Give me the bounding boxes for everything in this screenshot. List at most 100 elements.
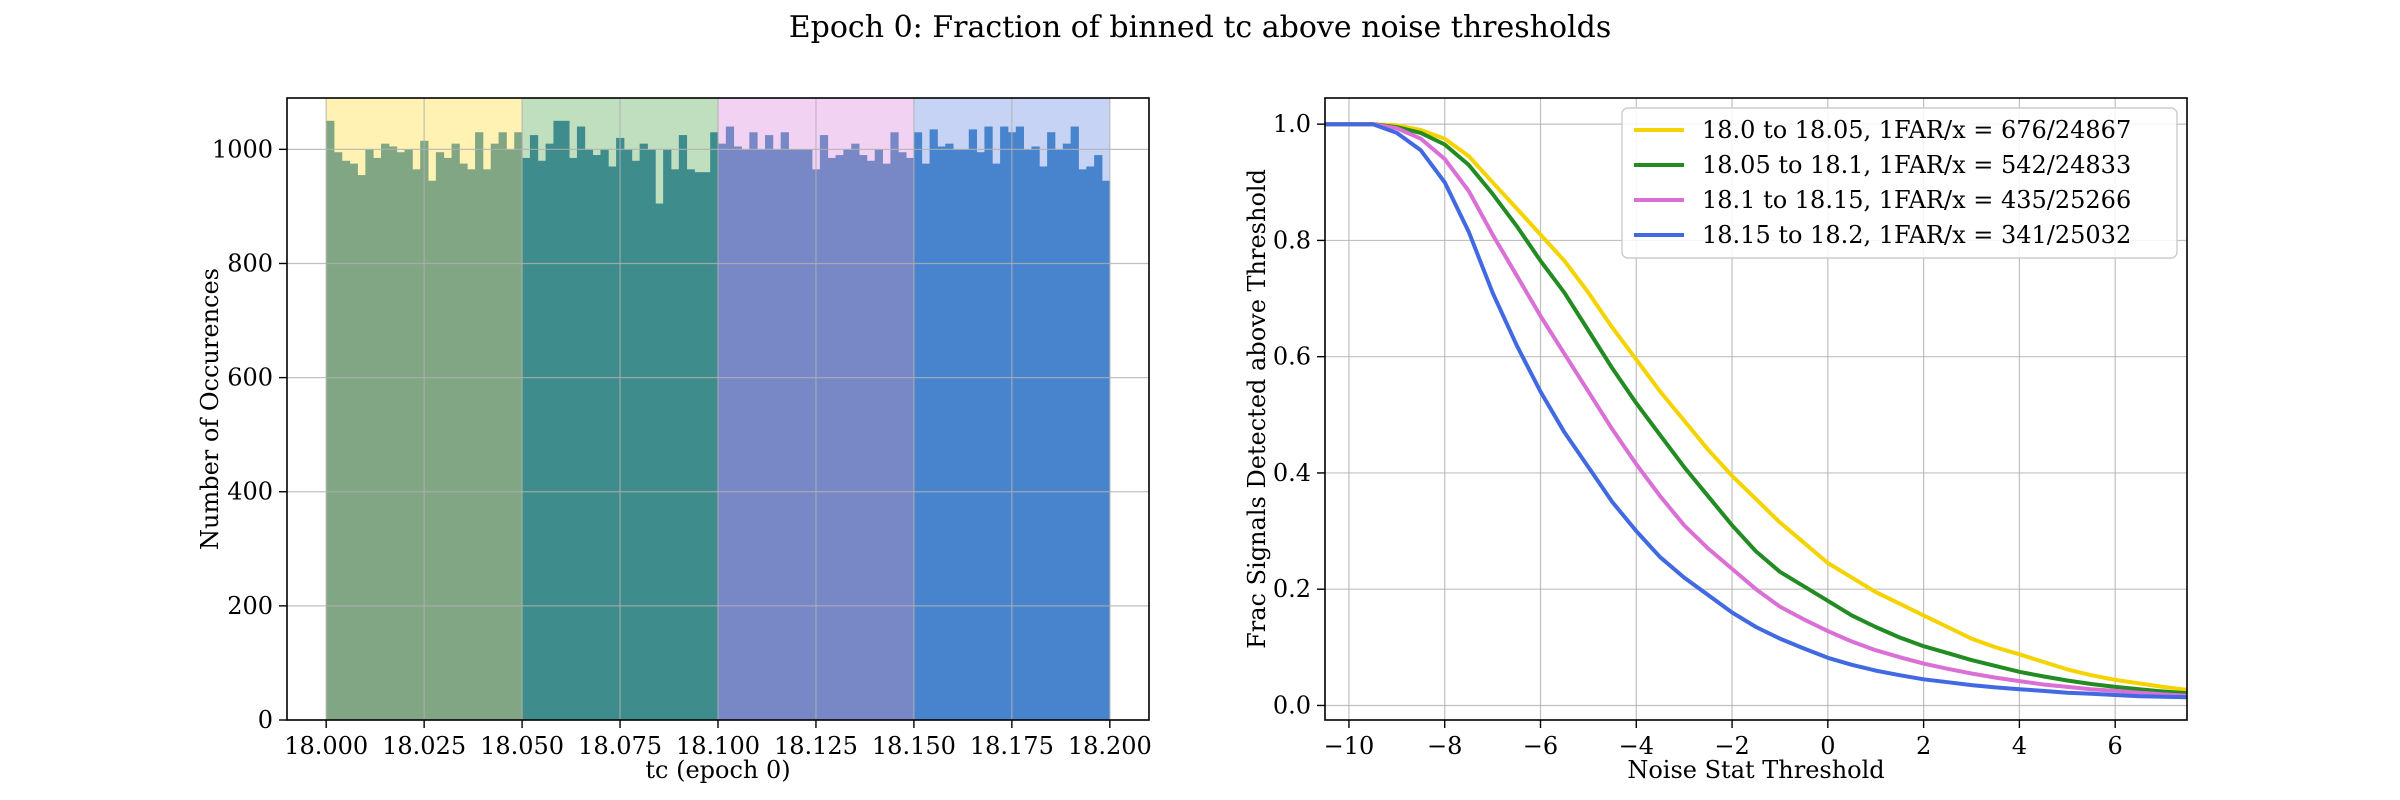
hist-bar [859, 155, 868, 721]
hist-bar [984, 126, 993, 721]
hist-bar [663, 149, 672, 721]
hist-bar [686, 169, 695, 721]
y-tick-label: 0.6 [1273, 343, 1311, 371]
hist-bar [561, 120, 570, 721]
hist-bar [843, 149, 852, 721]
hist-bar [796, 149, 805, 721]
hist-bar [1094, 155, 1103, 721]
y-tick-label: 0.4 [1273, 459, 1311, 487]
hist-bar [1054, 149, 1064, 721]
right-lines-group [1325, 122, 2188, 700]
hist-bar [529, 135, 539, 720]
hist-bar [576, 126, 586, 721]
x-tick-label: 18.075 [578, 732, 662, 760]
x-tick-label: 18.100 [676, 732, 760, 760]
hist-bar [741, 149, 750, 721]
hist-bar [1078, 169, 1087, 721]
hist-bar [710, 132, 719, 720]
hist-bar [1023, 149, 1032, 721]
hist-bar [906, 157, 915, 721]
y-tick-label: 1000 [212, 135, 273, 163]
hist-bar [670, 169, 680, 721]
hist-bar [921, 163, 930, 721]
page-title: Epoch 0: Fraction of binned tc above noi… [788, 10, 1612, 45]
series-line-2 [1325, 122, 2188, 698]
histogram-bars-group [326, 120, 1111, 721]
hist-bar [357, 175, 366, 721]
y-tick-label: 0 [258, 706, 273, 734]
y-tick-label: 200 [227, 592, 273, 620]
hist-bar [851, 143, 860, 721]
y-tick-label: 0.2 [1273, 575, 1311, 603]
y-tick-label: 800 [227, 249, 273, 277]
hist-bar [992, 163, 1001, 721]
hist-bar [365, 149, 374, 721]
hist-bar [1101, 180, 1111, 721]
x-tick-label: 18.050 [480, 732, 564, 760]
y-tick-label: 1.0 [1273, 110, 1311, 138]
hist-bar [428, 180, 437, 721]
hist-bar [341, 160, 351, 721]
hist-bar [537, 160, 546, 721]
hist-bar [835, 155, 844, 721]
hist-bar [819, 135, 829, 720]
series-line-1 [1325, 122, 2188, 696]
hist-bar [404, 149, 413, 721]
hist-bar [1015, 126, 1025, 721]
x-tick-label: 0 [1820, 732, 1835, 760]
hist-bar [1086, 166, 1095, 721]
x-tick-label: 18.025 [382, 732, 466, 760]
x-tick-label: −8 [1427, 732, 1462, 760]
legend: 18.0 to 18.05, 1FAR/x = 676/24867 18.05 t… [1621, 107, 2178, 259]
y-tick-label: 0.0 [1273, 691, 1311, 719]
hist-bar [718, 143, 727, 721]
right-ticks-group: −10 −8 −6 −4 −2 0 2 4 6 0.0 0.2 0.4 0.6 0.8 1.0 [1273, 110, 2123, 760]
x-tick-label: −2 [1714, 732, 1749, 760]
hist-bar [334, 152, 343, 721]
hist-bar [1062, 143, 1072, 721]
hist-bar [553, 120, 562, 721]
hist-bar [600, 149, 609, 721]
hist-bar [608, 166, 617, 721]
x-tick-label: 2 [1916, 732, 1931, 760]
hist-bar [514, 132, 523, 720]
hist-bar [459, 163, 468, 721]
hist-bar [545, 143, 554, 721]
hist-bar [498, 132, 507, 720]
hist-bar [890, 132, 899, 720]
x-tick-label: −6 [1523, 732, 1558, 760]
hist-bar [388, 146, 398, 721]
hist-bar [475, 132, 484, 720]
hist-bar [647, 149, 656, 721]
y-tick-label: 400 [227, 478, 273, 506]
hist-bar [1039, 166, 1048, 721]
hist-bar [976, 152, 985, 721]
hist-bar [396, 152, 405, 721]
hist-bar [1070, 126, 1079, 721]
hist-bar [874, 149, 883, 721]
hist-bar [569, 157, 578, 721]
hist-bar [522, 157, 531, 721]
left-y-axis-label: Number of Occurences [196, 268, 224, 550]
x-tick-label: 18.000 [284, 732, 368, 760]
hist-bar [1047, 132, 1056, 720]
hist-bar [913, 132, 923, 720]
y-tick-label: 0.8 [1273, 226, 1311, 254]
hist-bar [631, 160, 641, 721]
left-ticks-group: 18.000 18.025 18.050 18.075 18.100 18.125 18.1… [212, 135, 1152, 760]
hist-bar [788, 149, 797, 721]
right-y-axis-label: Frac Signals Detected above Threshold [1243, 169, 1271, 649]
legend-entry: 18.05 to 18.1, 1FAR/x = 542/24833 [1702, 151, 2131, 179]
hist-bar [467, 169, 476, 721]
hist-bar [780, 132, 789, 720]
hist-bar [702, 172, 711, 721]
hist-bar [882, 163, 891, 721]
x-tick-label: 18.150 [872, 732, 956, 760]
left-x-axis-label: tc (epoch 0) [645, 756, 790, 784]
hist-bar [725, 126, 735, 721]
hist-bar [968, 129, 977, 720]
hist-bar [655, 203, 664, 721]
left-grid-group [287, 98, 1149, 721]
hist-bar [373, 157, 382, 721]
